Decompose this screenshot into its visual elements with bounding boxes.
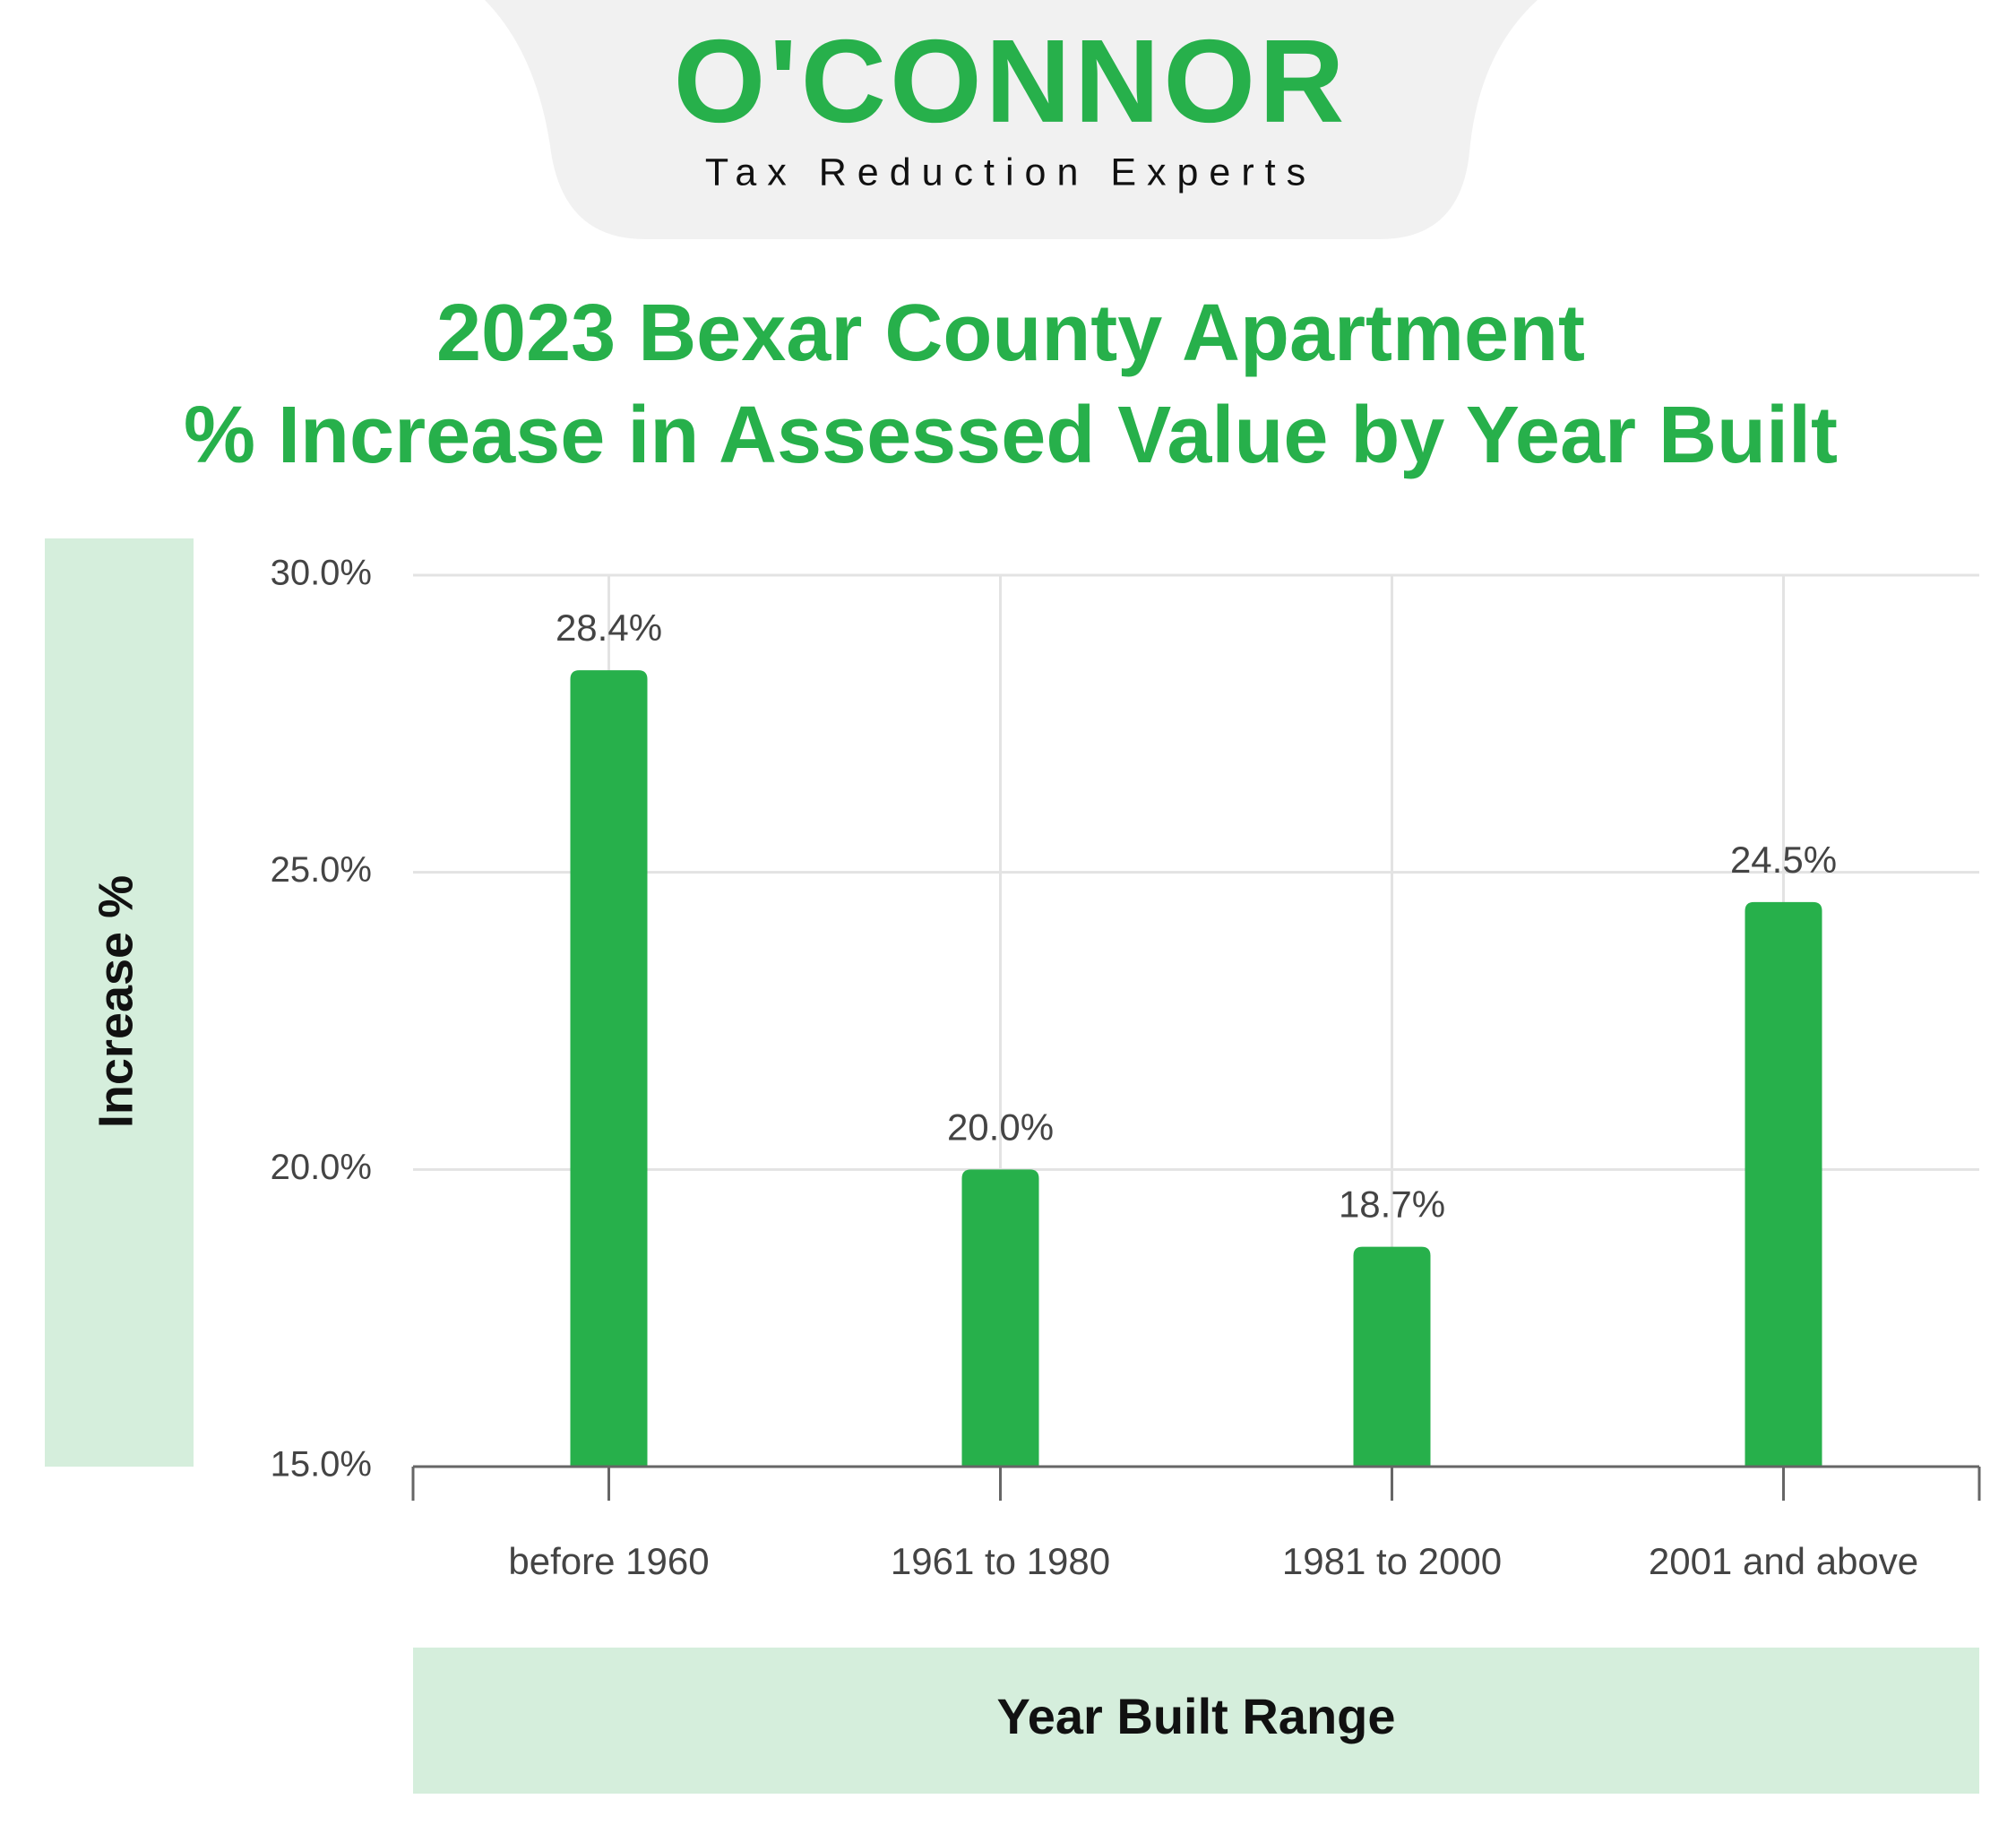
x-tick-label: 2001 and above <box>1649 1540 1918 1582</box>
bar <box>961 1169 1039 1467</box>
y-label-box <box>45 538 194 1467</box>
x-label-box <box>413 1648 1979 1794</box>
bar <box>1745 901 1822 1467</box>
y-tick-label: 25.0% <box>271 850 372 890</box>
x-tick-label: before 1960 <box>508 1540 709 1582</box>
chart-title: % Increase in Assessed Value by Year Bui… <box>184 391 1838 480</box>
bar <box>1353 1246 1431 1467</box>
header-bg <box>485 0 1538 239</box>
value-label: 28.4% <box>556 607 662 649</box>
x-tick-label: 1961 to 1980 <box>891 1540 1110 1582</box>
y-axis-label: Increase % <box>89 875 142 1128</box>
tagline: Tax Reduction Experts <box>705 151 1316 194</box>
value-label: 20.0% <box>947 1106 1054 1148</box>
y-tick-label: 15.0% <box>271 1445 372 1485</box>
logo: O'CONNOR <box>674 15 1348 147</box>
y-tick-label: 30.0% <box>271 554 372 593</box>
bar <box>570 670 648 1467</box>
value-label: 18.7% <box>1339 1184 1445 1226</box>
value-label: 24.5% <box>1730 839 1837 881</box>
chart-title: 2023 Bexar County Apartment <box>436 288 1585 378</box>
y-tick-label: 20.0% <box>271 1148 372 1187</box>
x-tick-label: 1981 to 2000 <box>1282 1540 1502 1582</box>
x-axis-label: Year Built Range <box>996 1688 1395 1744</box>
